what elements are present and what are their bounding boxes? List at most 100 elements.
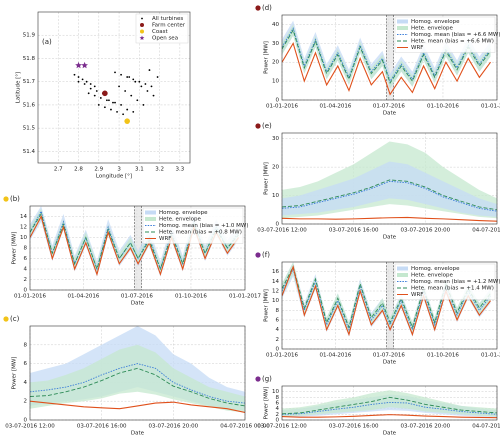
y-tick-label: 2 [276, 412, 280, 418]
series-line [30, 215, 239, 277]
x-tick-label: 03-07-2016 16:00 [77, 424, 127, 430]
x-tick-label: 03-07-2016 12:00 [5, 424, 55, 430]
location-marker [3, 196, 9, 202]
series-line [30, 367, 245, 407]
y-tick-label: 6 [24, 256, 28, 262]
x-tick-label: 03-07-2016 20:00 [401, 424, 451, 430]
point [132, 110, 135, 113]
series-line [30, 400, 245, 414]
y-tick-label: 51.6 [23, 102, 36, 108]
x-tick-label: 03-07-2016 12:00 [257, 228, 307, 234]
y-tick-label: 51.5 [23, 126, 36, 132]
x-axis-label: Longitude [°] [96, 174, 132, 180]
series-line [282, 28, 491, 85]
x-tick-label: 04-07-2016 00:00 [472, 228, 500, 234]
point [95, 90, 98, 92]
y-tick-label: 10 [272, 79, 279, 85]
point [112, 101, 114, 104]
legend-swatch [139, 35, 145, 41]
plot-area [30, 326, 245, 414]
legend-label: Hete. envelope [411, 26, 453, 32]
x-tick-label: 01-04-2016 [319, 104, 351, 110]
x-tick-label: 01-10-2016 [427, 104, 459, 110]
y-tick-label: 4 [276, 406, 280, 412]
y-axis-label: Power [MW] [12, 232, 18, 265]
x-tick-label: 3.2 [155, 167, 164, 173]
point [118, 85, 120, 88]
x-tick-label: 01-04-2016 [319, 353, 351, 359]
axes-frame [281, 132, 498, 225]
y-tick-label: 8 [276, 395, 280, 401]
y-tick-label: 8 [24, 246, 28, 252]
y-tick-label: 12 [20, 225, 27, 231]
y-tick-label: 2 [24, 277, 28, 283]
axes-frame [281, 261, 498, 350]
highlight-band [386, 262, 394, 349]
legend-swatch [140, 23, 144, 27]
y-tick-label: 20 [272, 165, 279, 171]
point [102, 90, 108, 97]
point [77, 76, 80, 78]
y-tick-label: 8 [276, 308, 280, 314]
legend-label: Hete. mean (bias = +1.4 MW) [411, 286, 494, 292]
point [146, 90, 149, 92]
y-tick-label: 10 [272, 389, 279, 395]
envelope [282, 390, 497, 417]
x-axis-label: Date [383, 360, 397, 366]
y-axis-label: Power [MW] [264, 387, 270, 420]
envelope [30, 344, 245, 413]
axes-frame [37, 11, 191, 164]
legend-label: WRF [159, 236, 171, 242]
series-line [282, 414, 497, 419]
point [103, 106, 106, 109]
y-tick-label: 8 [24, 342, 28, 348]
point [150, 85, 153, 88]
x-axis-label: Date [383, 111, 397, 117]
x-axis-label: Date [383, 235, 397, 241]
point [134, 80, 137, 83]
y-tick-label: 14 [20, 214, 27, 220]
legend-box [394, 263, 496, 300]
plot-area [282, 141, 497, 222]
series-line [282, 179, 497, 211]
point [148, 69, 151, 71]
y-axis-label: Power [MW] [12, 357, 18, 390]
y-tick-label: 30 [272, 41, 279, 47]
point [89, 87, 92, 90]
legend-swatch [397, 19, 408, 24]
x-tick-label: 01-10-2016 [175, 294, 207, 300]
point [116, 110, 118, 113]
point [87, 92, 90, 95]
legend-swatch [145, 210, 156, 215]
panel-label: (e) [262, 122, 272, 130]
y-axis-label: Power [MW] [264, 41, 270, 74]
location-marker [255, 252, 261, 258]
legend-label: WRF [411, 292, 423, 298]
x-tick-label: 01-04-2016 [67, 294, 99, 300]
series-line [282, 268, 491, 332]
highlight-band [386, 15, 394, 100]
y-tick-label: 0 [276, 347, 280, 353]
y-tick-label: 0 [276, 418, 280, 424]
panel-label: (a) [42, 38, 52, 46]
legend-swatch [397, 26, 408, 30]
x-tick-label: 01-07-2016 [373, 353, 405, 359]
series-line [282, 264, 491, 337]
y-axis-label: Power [MW] [264, 289, 270, 322]
x-tick-label: 03-07-2016 16:00 [329, 424, 379, 430]
x-tick-label: 03-07-2016 16:00 [329, 228, 379, 234]
location-marker [3, 316, 9, 322]
x-tick-label: 01-01-2017 [481, 353, 500, 359]
legend-box [394, 16, 496, 53]
y-tick-label: 51.7 [23, 79, 36, 85]
y-tick-label: 10 [20, 235, 27, 241]
x-tick-label: 03-07-2016 20:00 [149, 424, 199, 430]
series-line [282, 27, 491, 83]
x-tick-label: 2.9 [94, 167, 103, 173]
y-tick-label: 0 [276, 222, 280, 228]
point [124, 118, 130, 124]
panel: 0 2 4 6 8 03-07-2016 12:00 03-07-2016 16:00 03-… [3, 315, 270, 435]
x-tick-label: 01-01-2016 [266, 104, 298, 110]
